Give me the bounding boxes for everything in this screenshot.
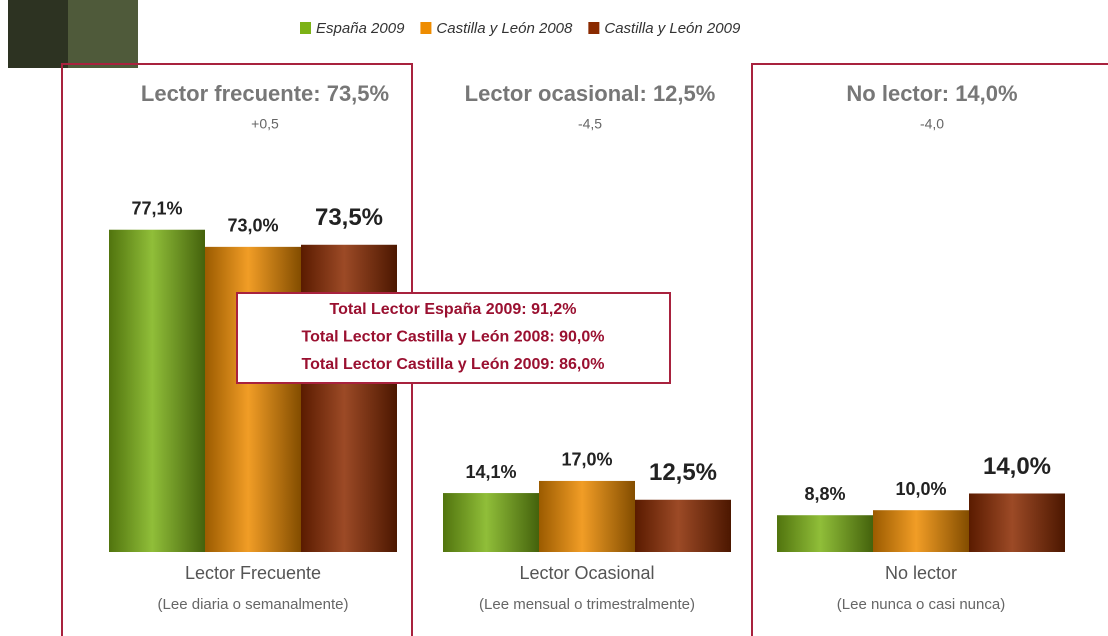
data-label: 8,8% — [804, 484, 845, 504]
legend-label: España 2009 — [316, 20, 405, 37]
page: {"chart_data": {"type": "bar", "categori… — [0, 0, 1108, 636]
group-title: Lector ocasional: 12,5% — [465, 81, 716, 106]
group-change: -4,0 — [920, 116, 944, 132]
data-label: 77,1% — [131, 198, 182, 218]
data-label: 14,1% — [465, 462, 516, 482]
photo-shadow — [8, 0, 68, 68]
bar — [873, 510, 969, 552]
category-note: (Lee mensual o trimestralmente) — [479, 596, 695, 613]
group-change: -4,5 — [578, 116, 602, 132]
legend: España 2009 Castilla y León 2008 Castilla … — [300, 20, 741, 37]
bar — [539, 481, 635, 552]
legend-label: Castilla y León 2009 — [604, 20, 741, 37]
annotation-line: Total Lector España 2009: 91,2% — [330, 301, 577, 318]
annotation: Total Lector España 2009: 91,2% Total Lec… — [302, 301, 605, 373]
bar — [777, 515, 873, 552]
legend-label: Castilla y León 2008 — [436, 20, 573, 37]
data-label: 10,0% — [895, 479, 946, 499]
bar — [635, 500, 731, 552]
legend-swatch — [420, 22, 431, 34]
bar — [109, 230, 205, 552]
x-tick-label: Lector Ocasional — [519, 563, 654, 583]
data-label: 14,0% — [983, 453, 1051, 480]
group-change: +0,5 — [251, 116, 279, 132]
x-tick-label: No lector — [885, 563, 957, 583]
legend-swatch — [300, 22, 311, 34]
group-title: No lector: 14,0% — [846, 81, 1017, 106]
data-label: 73,0% — [227, 216, 278, 236]
data-label: 73,5% — [315, 204, 383, 231]
category-note: (Lee diaria o semanalmente) — [158, 596, 349, 613]
data-label: 12,5% — [649, 459, 717, 486]
bar — [969, 493, 1065, 552]
x-tick-label: Lector Frecuente — [185, 563, 321, 583]
data-label: 17,0% — [561, 450, 612, 470]
category-note: (Lee nunca o casi nunca) — [837, 596, 1005, 613]
annotation-line: Total Lector Castilla y León 2009: 86,0% — [302, 356, 605, 373]
annotation-line: Total Lector Castilla y León 2008: 90,0% — [302, 329, 605, 346]
chart: Lector frecuente: 73,5% +0,5 Lector Frecue… — [0, 0, 1108, 636]
legend-swatch — [588, 22, 599, 34]
group-title: Lector frecuente: 73,5% — [141, 81, 389, 106]
bar — [301, 245, 397, 552]
bar — [443, 493, 539, 552]
